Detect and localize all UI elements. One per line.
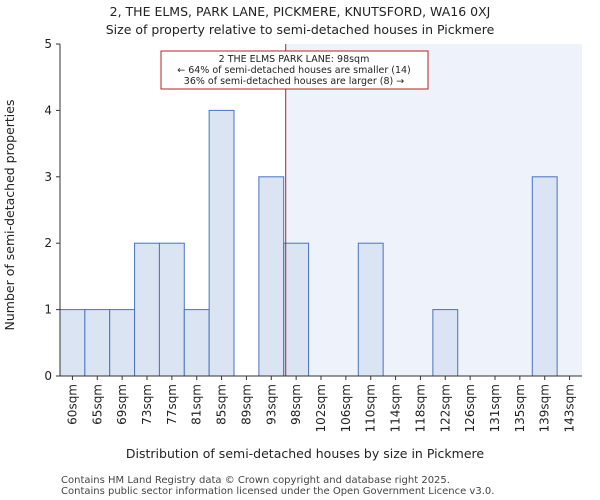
x-tick-label: 122sqm <box>438 384 452 432</box>
y-tick-label: 1 <box>44 303 52 317</box>
x-tick-label: 77sqm <box>165 384 179 425</box>
x-axis-label: Distribution of semi-detached houses by … <box>126 446 485 461</box>
y-tick-label: 3 <box>44 170 52 184</box>
y-axis-label: Number of semi-detached properties <box>2 100 17 331</box>
bar-139sqm <box>531 176 558 377</box>
bar-85sqm <box>208 109 235 377</box>
bar-122sqm <box>432 309 459 377</box>
x-tick-label: 98sqm <box>289 384 303 425</box>
bar-93sqm <box>258 176 285 377</box>
x-tick-label: 89sqm <box>239 384 253 425</box>
bar-110sqm <box>357 242 384 377</box>
x-tick-label: 106sqm <box>339 384 353 432</box>
y-tick-label: 2 <box>44 236 52 250</box>
bar-98sqm <box>283 242 310 377</box>
x-tick-label: 65sqm <box>90 384 104 425</box>
x-tick-label: 139sqm <box>538 384 552 432</box>
footer-line-1: Contains HM Land Registry data © Crown c… <box>61 475 450 486</box>
y-tick-label: 0 <box>44 369 52 383</box>
bar-77sqm <box>158 242 185 377</box>
annotation-line-1: 2 THE ELMS PARK LANE: 98sqm <box>219 54 370 65</box>
x-tick-label: 143sqm <box>563 384 577 432</box>
x-tick-label: 69sqm <box>115 384 129 425</box>
annotation-line-2: ← 64% of semi-detached houses are smalle… <box>177 65 411 76</box>
bar-81sqm <box>183 309 210 377</box>
bar-69sqm <box>109 309 136 377</box>
chart-title-line1: 2, THE ELMS, PARK LANE, PICKMERE, KNUTSF… <box>110 4 491 19</box>
x-tick-label: 60sqm <box>65 384 79 425</box>
x-tick-label: 73sqm <box>140 384 154 425</box>
x-tick-label: 85sqm <box>215 384 229 425</box>
bar-65sqm <box>84 309 111 377</box>
annotation-box <box>160 50 429 90</box>
x-tick-label: 114sqm <box>389 384 403 432</box>
bar-73sqm <box>134 242 160 377</box>
footer-line-2: Contains public sector information licen… <box>61 486 494 497</box>
annotation-line-3: 36% of semi-detached houses are larger (… <box>184 76 404 87</box>
x-tick-label: 93sqm <box>264 384 278 425</box>
x-tick-label: 81sqm <box>190 384 204 425</box>
x-tick-label: 131sqm <box>488 384 502 432</box>
x-tick-label: 126sqm <box>463 384 477 432</box>
chart-title-line2: Size of property relative to semi-detach… <box>106 22 495 37</box>
y-tick-label: 5 <box>44 37 52 51</box>
x-tick-label: 110sqm <box>364 384 378 432</box>
x-tick-label: 102sqm <box>314 384 328 432</box>
x-tick-label: 118sqm <box>413 384 427 432</box>
x-tick-label: 135sqm <box>513 384 527 432</box>
bar-60sqm <box>59 309 86 377</box>
y-tick-label: 4 <box>44 103 52 117</box>
